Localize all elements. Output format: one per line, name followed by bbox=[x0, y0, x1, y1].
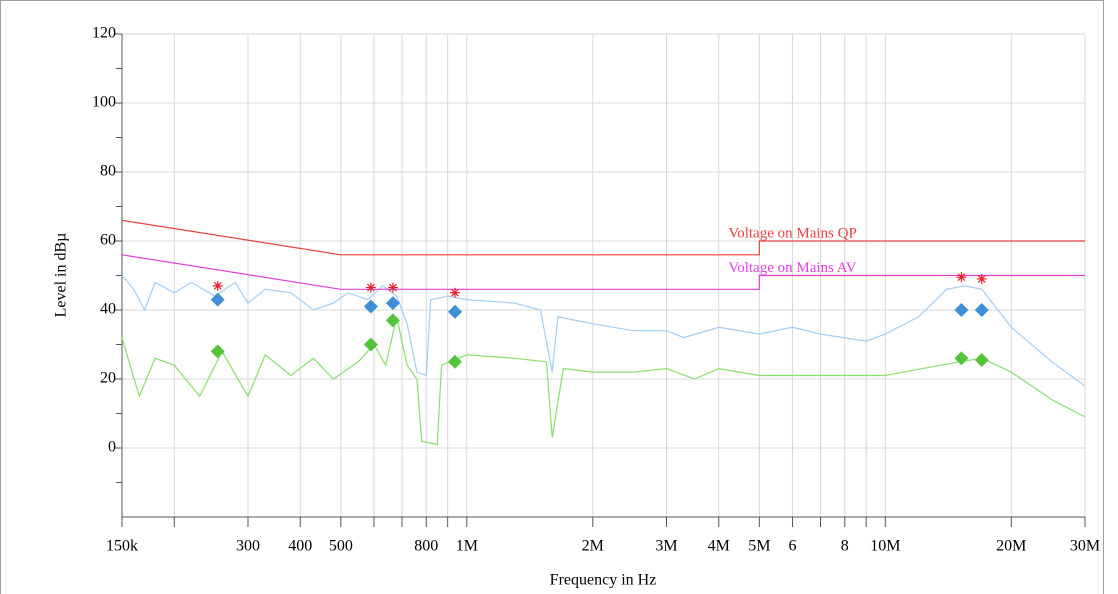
diamond-marker bbox=[447, 304, 462, 319]
y-tick-label: 20 bbox=[100, 370, 116, 387]
x-tick-label: 6 bbox=[788, 538, 796, 555]
diamond-marker bbox=[385, 296, 400, 311]
y-tick-label: 80 bbox=[100, 163, 116, 180]
x-tick-label: 3M bbox=[655, 538, 677, 555]
y-tick-label: 60 bbox=[100, 232, 116, 249]
y-axis-title: Level in dBµ bbox=[53, 233, 70, 318]
diamond-marker bbox=[954, 303, 969, 317]
diamond-marker bbox=[210, 344, 225, 359]
peak-marker bbox=[956, 272, 967, 283]
trace bbox=[121, 316, 1086, 446]
diamond-marker bbox=[954, 351, 969, 366]
trace bbox=[121, 254, 1085, 290]
x-tick-label: 150k bbox=[106, 538, 138, 555]
peak-marker bbox=[387, 282, 398, 293]
peak-marker bbox=[365, 282, 376, 293]
x-tick-label: 300 bbox=[236, 538, 260, 555]
y-tick-label: 100 bbox=[92, 94, 116, 111]
x-tick-label: 20M bbox=[996, 538, 1026, 555]
trace bbox=[121, 219, 1085, 256]
x-axis-title: Frequency in Hz bbox=[550, 572, 657, 589]
x-tick-label: 1M bbox=[456, 538, 478, 555]
diamond-marker bbox=[447, 354, 462, 369]
peak-marker bbox=[212, 280, 223, 291]
x-tick-label: 500 bbox=[329, 538, 353, 555]
x-tick-label: 800 bbox=[414, 538, 438, 555]
y-tick-label: 0 bbox=[108, 439, 116, 456]
x-tick-label: 30M bbox=[1070, 538, 1100, 555]
x-tick-label: 10M bbox=[870, 538, 900, 555]
y-tick-label: 40 bbox=[100, 301, 116, 318]
x-tick-label: 8 bbox=[841, 538, 849, 555]
diamond-marker bbox=[363, 299, 378, 314]
limit-label: Voltage on Mains AV bbox=[728, 260, 856, 276]
diamond-marker bbox=[974, 303, 989, 317]
x-tick-label: 4M bbox=[708, 538, 730, 555]
peak-marker bbox=[976, 273, 987, 284]
diamond-marker bbox=[974, 353, 989, 368]
x-tick-label: 2M bbox=[582, 538, 604, 555]
trace bbox=[121, 275, 1086, 387]
limit-label: Voltage on Mains QP bbox=[728, 225, 856, 241]
x-tick-label: 5M bbox=[748, 538, 770, 555]
x-tick-label: 400 bbox=[288, 538, 312, 555]
y-tick-label: 120 bbox=[92, 25, 116, 42]
diamond-marker bbox=[385, 313, 400, 328]
peak-marker bbox=[449, 287, 460, 298]
diamond-marker bbox=[363, 337, 378, 352]
diamond-marker bbox=[210, 292, 225, 307]
